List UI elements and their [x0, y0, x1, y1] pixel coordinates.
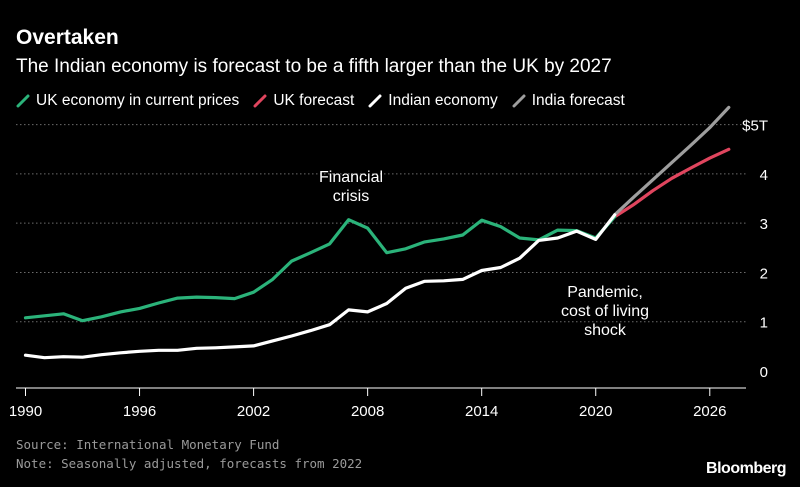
- legend-label-india: Indian economy: [388, 92, 498, 109]
- y-tick-label: 3: [760, 216, 768, 233]
- series-line-uk-forecast: [613, 147, 731, 219]
- annotation-financial-crisis-line-2: crisis: [332, 188, 370, 205]
- x-tick-label: 2014: [465, 403, 498, 420]
- chart-title: Overtaken: [16, 26, 119, 49]
- footnote: Note: Seasonally adjusted, forecasts fro…: [16, 456, 363, 471]
- annotation-financial-crisis: Financial crisis: [311, 168, 391, 206]
- annotation-financial-crisis-line-1: Financial: [318, 169, 384, 186]
- legend-item-india-forecast: India forecast: [512, 92, 625, 110]
- legend-item-india: Indian economy: [368, 92, 498, 110]
- annotation-pandemic: Pandemic, cost of living shock: [535, 283, 675, 340]
- legend-label-india-forecast: India forecast: [531, 92, 625, 109]
- x-tick-label: 2020: [579, 403, 612, 420]
- gridlines: [16, 124, 746, 323]
- y-tick-label: 2: [760, 265, 768, 282]
- x-axis: 1990 1996 2002 2008 2014 2020 2026: [9, 387, 746, 420]
- x-tick-label: 1996: [123, 403, 156, 420]
- chart-subtitle: The Indian economy is forecast to be a f…: [16, 56, 612, 77]
- annotation-pandemic-line-3: shock: [584, 322, 626, 339]
- source-note: Source: International Monetary Fund: [16, 437, 280, 452]
- legend-item-uk-forecast: UK forecast: [253, 92, 354, 110]
- annotation-pandemic-line-1: Pandemic,: [567, 284, 643, 301]
- y-axis: 0 1 2 3 4 $5T: [742, 118, 768, 381]
- legend-item-uk: UK economy in current prices: [16, 92, 239, 110]
- legend-line-icon-india-forecast: [512, 94, 526, 108]
- series-line-uk: [23, 215, 617, 323]
- x-tick-label: 2026: [693, 403, 726, 420]
- series-line-india: [23, 213, 617, 360]
- x-tick-label: 2002: [237, 403, 270, 420]
- annotation-pandemic-line-2: cost of living: [560, 303, 650, 320]
- y-tick-label: 4: [760, 167, 768, 184]
- legend: UK economy in current prices UK forecast…: [16, 92, 639, 110]
- y-tick-label: 0: [760, 364, 768, 381]
- x-tick-label: 1990: [9, 403, 42, 420]
- series-line-india-forecast: [613, 105, 731, 217]
- legend-label-uk: UK economy in current prices: [36, 92, 240, 109]
- series-lines: [23, 105, 731, 360]
- y-tick-label: 1: [760, 315, 768, 332]
- bloomberg-logo: Bloomberg: [706, 460, 786, 477]
- legend-line-icon-india: [368, 94, 382, 108]
- y-tick-label: $5T: [742, 118, 768, 135]
- legend-line-icon-uk-forecast: [253, 94, 267, 108]
- x-tick-label: 2008: [351, 403, 384, 420]
- legend-line-icon-uk: [16, 94, 30, 108]
- legend-label-uk-forecast: UK forecast: [273, 92, 355, 109]
